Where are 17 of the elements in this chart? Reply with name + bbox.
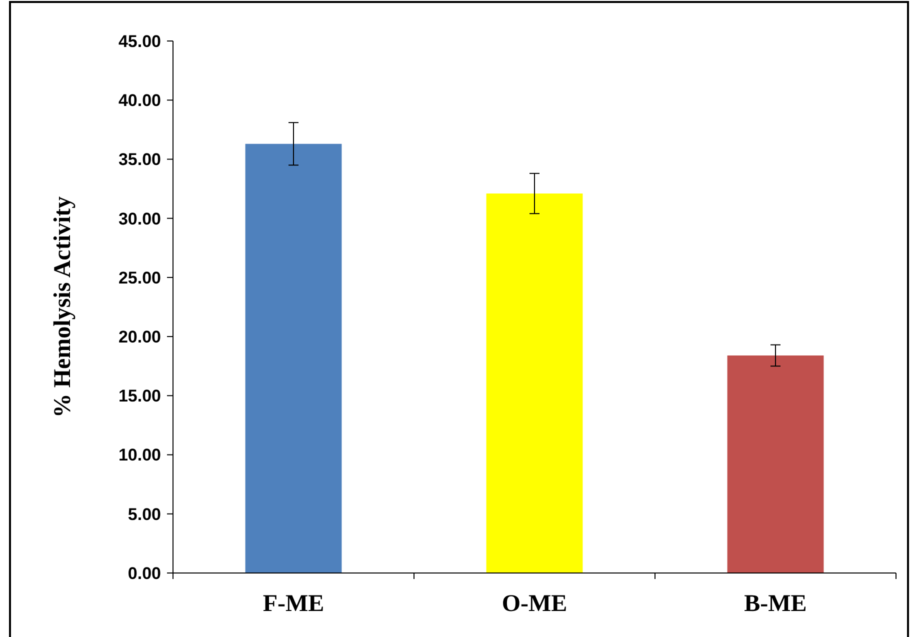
bar: [727, 355, 824, 573]
y-tick-label: 30.00: [118, 209, 161, 228]
y-tick-label: 15.00: [118, 386, 161, 406]
y-tick-label: 40.00: [118, 91, 161, 110]
x-tick-label: B-ME: [744, 591, 807, 617]
y-tick-label: 20.00: [118, 328, 161, 347]
y-tick-label: 45.00: [118, 32, 161, 51]
y-tick-label: 35.00: [118, 150, 161, 170]
bar: [486, 194, 583, 573]
y-tick-label: 5.00: [128, 504, 161, 524]
x-tick-label: O-ME: [502, 591, 568, 617]
y-axis-title: % Hemolysis Activity: [50, 196, 76, 418]
bar: [245, 144, 342, 573]
y-tick-label: 0.00: [128, 564, 161, 583]
y-tick-label: 25.00: [118, 268, 161, 288]
x-tick-label: F-ME: [262, 591, 324, 617]
y-tick-label: 10.00: [118, 446, 161, 465]
